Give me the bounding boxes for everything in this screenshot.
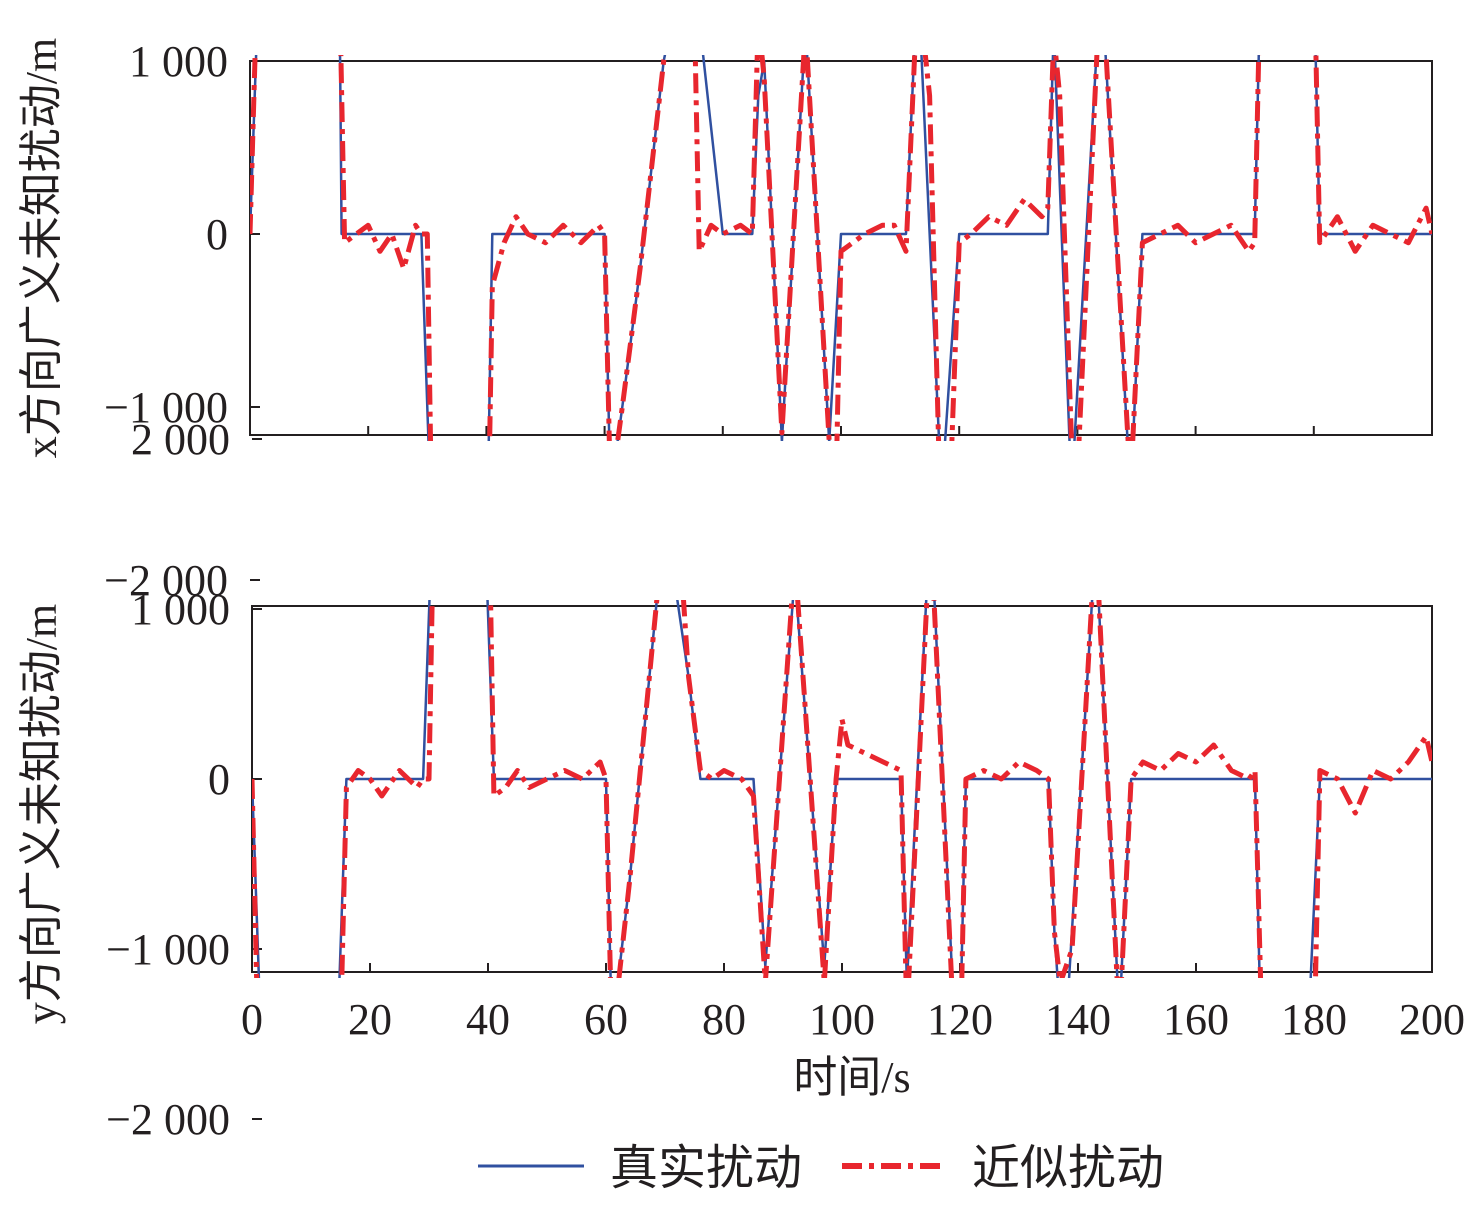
- x-tick-label: 140: [1045, 995, 1111, 1044]
- y-tick-label: 0: [208, 755, 230, 804]
- y-axis-title-x: x方向广义未知扰动/m: [17, 38, 66, 458]
- y-tick-label: −1 000: [104, 383, 228, 432]
- x-tick-label: 120: [927, 995, 993, 1044]
- x-tick-label: 180: [1281, 995, 1347, 1044]
- x-tick-label: 20: [348, 995, 392, 1044]
- x-tick-label: 160: [1163, 995, 1229, 1044]
- y-axis-title-y: y方向广义未知扰动/m: [17, 604, 66, 1024]
- y-tick-label: 1 000: [129, 37, 228, 86]
- y-tick-label: 1 000: [131, 585, 230, 634]
- chart-panel-x: 2 000 1 000 0 −1 000 −2 000 x方向广义未知扰动/m: [17, 37, 1433, 605]
- series-line-approx-y: [252, 600, 1432, 978]
- y-tick-label: −1 000: [106, 925, 230, 974]
- y-tick-label: −2 000: [106, 1095, 230, 1144]
- y-tick-label: 0: [206, 210, 228, 259]
- y-tick-label: −2 000: [104, 556, 228, 605]
- series-line-approx-x: [250, 55, 1432, 441]
- x-tick-label: 100: [809, 995, 875, 1044]
- x-tick-label: 0: [241, 995, 263, 1044]
- x-tick-label: 200: [1399, 995, 1465, 1044]
- x-axis-title: 时间/s: [793, 1053, 910, 1102]
- x-tick-label: 40: [466, 995, 510, 1044]
- legend-label-approx: 近似扰动: [972, 1142, 1164, 1195]
- legend: 真实扰动 近似扰动: [478, 1142, 1164, 1195]
- legend-label-true: 真实扰动: [610, 1142, 802, 1195]
- x-tick-label: 60: [584, 995, 628, 1044]
- x-tick-label: 80: [702, 995, 746, 1044]
- y-tick-label: 2 000: [131, 415, 230, 464]
